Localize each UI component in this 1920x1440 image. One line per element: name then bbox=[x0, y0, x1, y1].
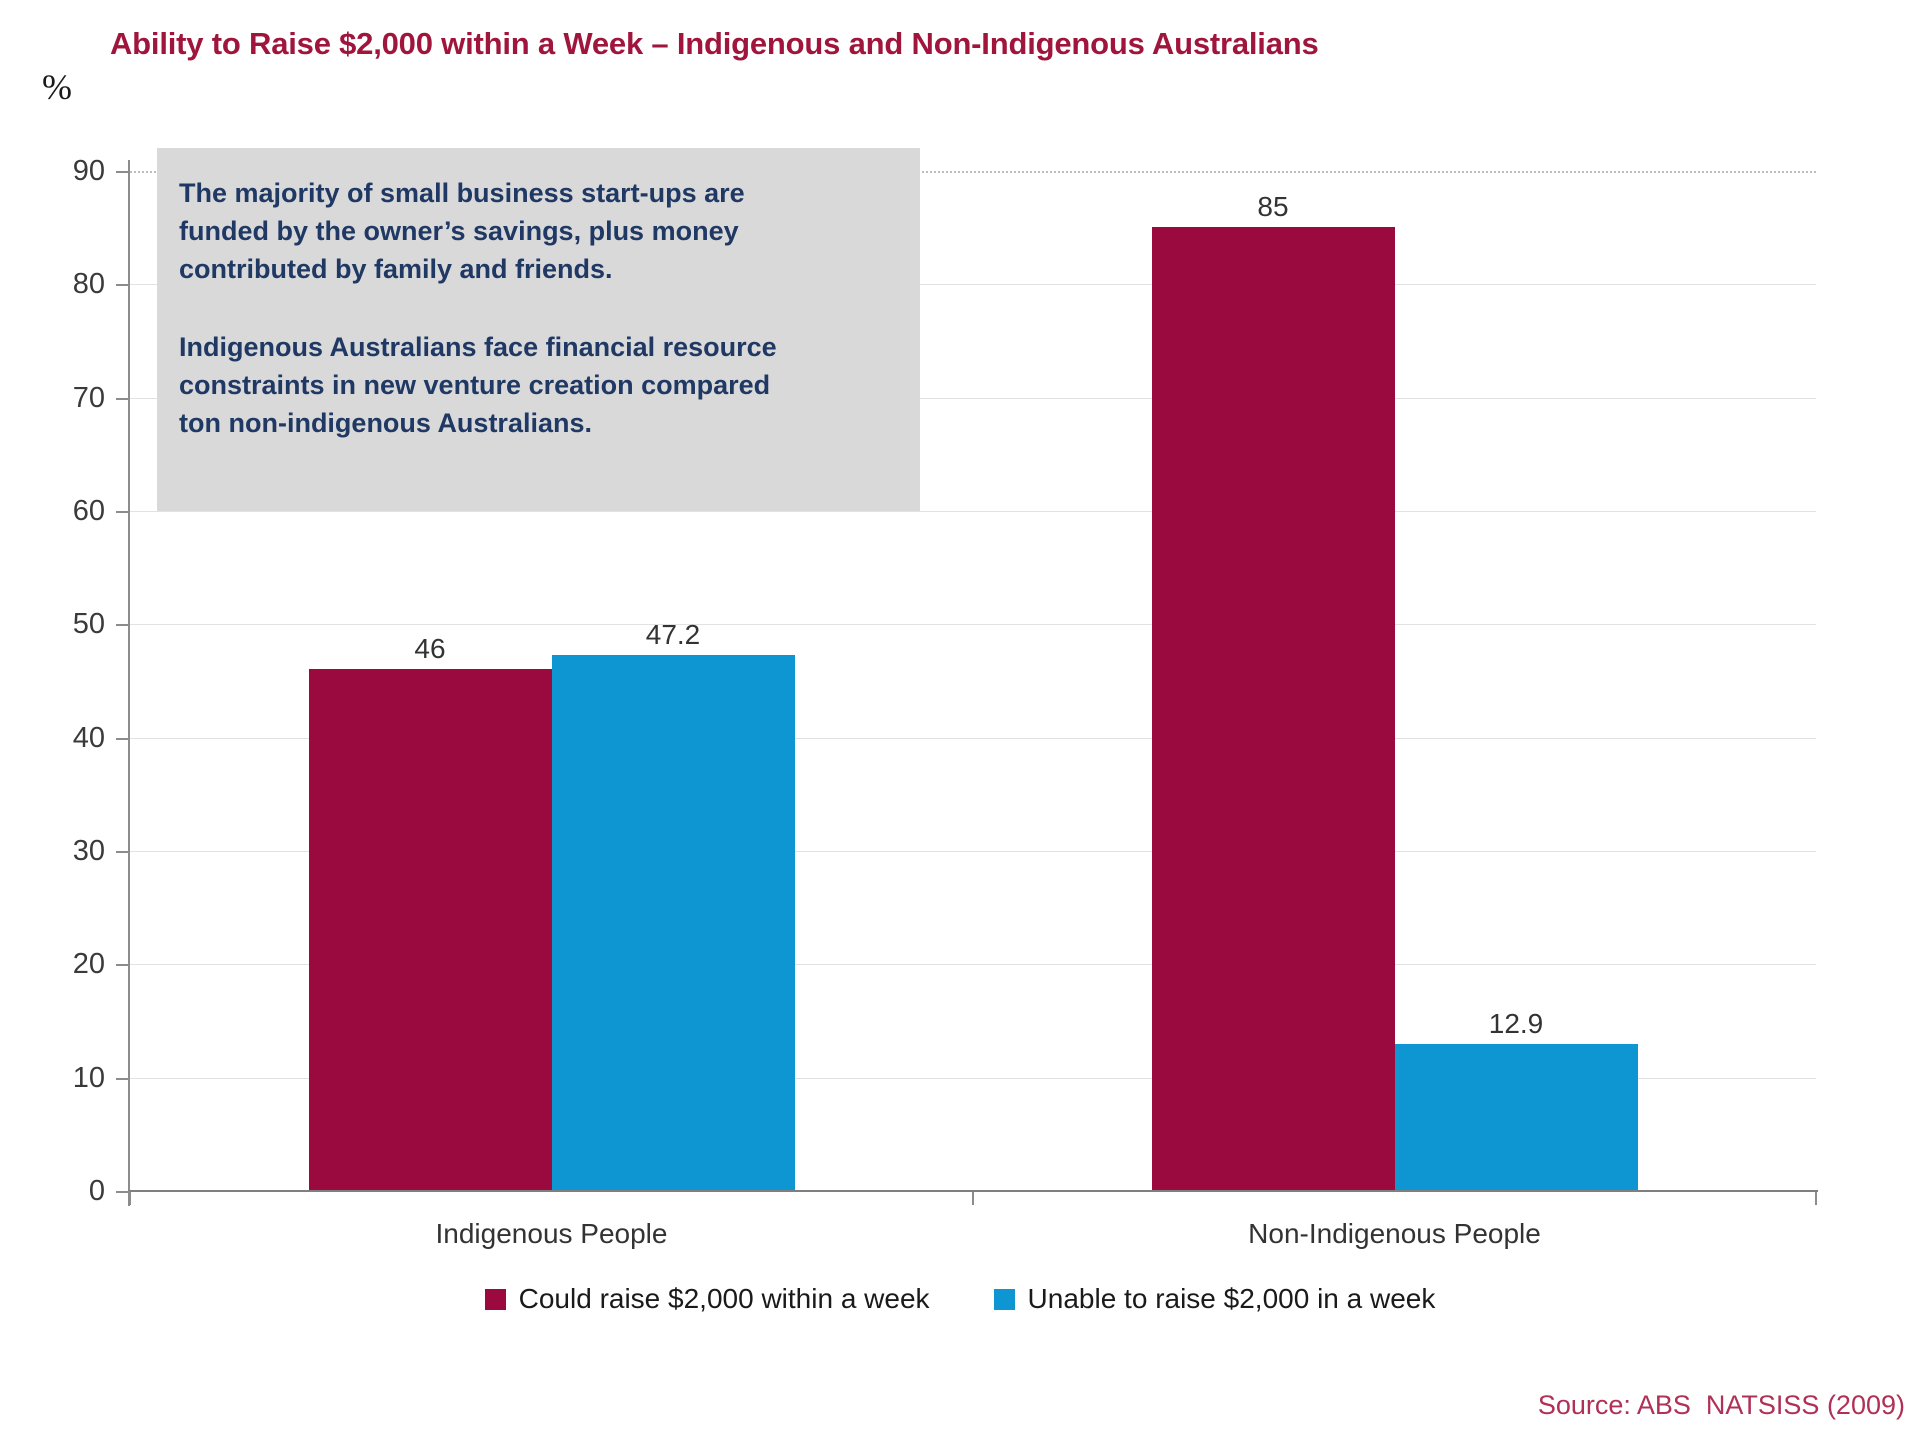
category-label-0: Indigenous People bbox=[435, 1218, 668, 1249]
annotation-line: contributed by family and friends. bbox=[179, 254, 613, 284]
chart-legend: Could raise $2,000 within a week Unable … bbox=[0, 1283, 1920, 1315]
y-tick-80 bbox=[116, 284, 130, 287]
source-note: Source: ABS NATSISS (2009) bbox=[1537, 1390, 1905, 1420]
y-tick-label-80: 80 bbox=[72, 268, 105, 301]
y-tick-label-0: 0 bbox=[88, 1175, 105, 1207]
x-axis-line bbox=[128, 1190, 1818, 1192]
gridline-10 bbox=[130, 1077, 1816, 1079]
legend-item-unable-raise: Unable to raise $2,000 in a week bbox=[993, 1283, 1436, 1315]
bar-value-label: 85 bbox=[1257, 190, 1289, 222]
y-tick-label-90: 90 bbox=[72, 155, 105, 187]
legend-marker-blue-square-icon bbox=[993, 1288, 1015, 1310]
annotation-box: The majority of small business start-ups… bbox=[157, 148, 920, 511]
y-tick-20 bbox=[116, 964, 130, 967]
x-boundary-tick-end bbox=[1815, 1192, 1817, 1205]
bar-blue-indigenous-people bbox=[551, 655, 795, 1190]
gridline-70 bbox=[130, 397, 1816, 399]
legend-marker-red-square-icon bbox=[484, 1288, 506, 1310]
annotation-line: ton non-indigenous Australians. bbox=[179, 408, 592, 438]
y-axis-unit-label: % bbox=[42, 67, 72, 107]
bar-value-label: 46 bbox=[414, 632, 446, 664]
x-boundary-tick-0 bbox=[129, 1192, 131, 1205]
annotation-paragraph-1: The majority of small business start-ups… bbox=[179, 174, 900, 288]
y-tick-70 bbox=[116, 397, 130, 400]
legend-label: Could raise $2,000 within a week bbox=[518, 1283, 930, 1314]
y-tick-0 bbox=[116, 1191, 130, 1193]
plot-area: 0 10 20 30 40 50 60 70 80 90 46 47.2 Indigenous Peop… bbox=[73, 155, 1818, 1249]
bar-value-label: 47.2 bbox=[645, 619, 701, 651]
legend-item-could-raise: Could raise $2,000 within a week bbox=[484, 1283, 930, 1315]
gridline-30 bbox=[130, 851, 1816, 852]
annotation-line: Indigenous Australians face financial re… bbox=[179, 332, 777, 362]
y-tick-label-70: 70 bbox=[72, 381, 105, 414]
y-tick-label-50: 50 bbox=[72, 608, 105, 641]
bar-blue-non-indigenous-people bbox=[1394, 1043, 1638, 1190]
y-tick-label-40: 40 bbox=[72, 721, 105, 754]
y-axis-line bbox=[128, 160, 130, 1206]
y-tick-label-10: 10 bbox=[72, 1061, 105, 1094]
y-tick-label-60: 60 bbox=[72, 495, 105, 527]
y-tick-60 bbox=[116, 511, 130, 513]
y-tick-10 bbox=[116, 1077, 130, 1080]
gridline-20 bbox=[130, 964, 1816, 966]
y-tick-50 bbox=[116, 624, 130, 627]
annotation-line: constraints in new venture creation comp… bbox=[179, 370, 771, 400]
y-tick-label-30: 30 bbox=[72, 835, 105, 867]
bar-red-non-indigenous-people bbox=[1151, 226, 1395, 1190]
gridline-80 bbox=[130, 284, 1816, 286]
gridline-40 bbox=[130, 737, 1816, 739]
bar-value-label: 12.9 bbox=[1488, 1007, 1544, 1039]
annotation-line: funded by the owner’s savings, plus mone… bbox=[179, 216, 739, 246]
y-tick-30 bbox=[116, 851, 130, 853]
y-tick-40 bbox=[116, 737, 130, 740]
gridline-50 bbox=[130, 624, 1816, 626]
gridline-60 bbox=[130, 511, 1816, 512]
gridline-90 bbox=[130, 171, 1816, 173]
bar-red-indigenous-people bbox=[308, 668, 552, 1190]
annotation-line: The majority of small business start-ups… bbox=[179, 178, 745, 208]
y-tick-90 bbox=[116, 171, 130, 173]
y-tick-label-20: 20 bbox=[72, 948, 105, 981]
chart-title: Ability to Raise $2,000 within a Week – … bbox=[110, 26, 1319, 61]
x-boundary-tick-1 bbox=[972, 1192, 974, 1205]
legend-label: Unable to raise $2,000 in a week bbox=[1027, 1283, 1436, 1314]
annotation-paragraph-2: Indigenous Australians face financial re… bbox=[179, 328, 900, 442]
category-label-1: Non-Indigenous People bbox=[1248, 1218, 1541, 1249]
